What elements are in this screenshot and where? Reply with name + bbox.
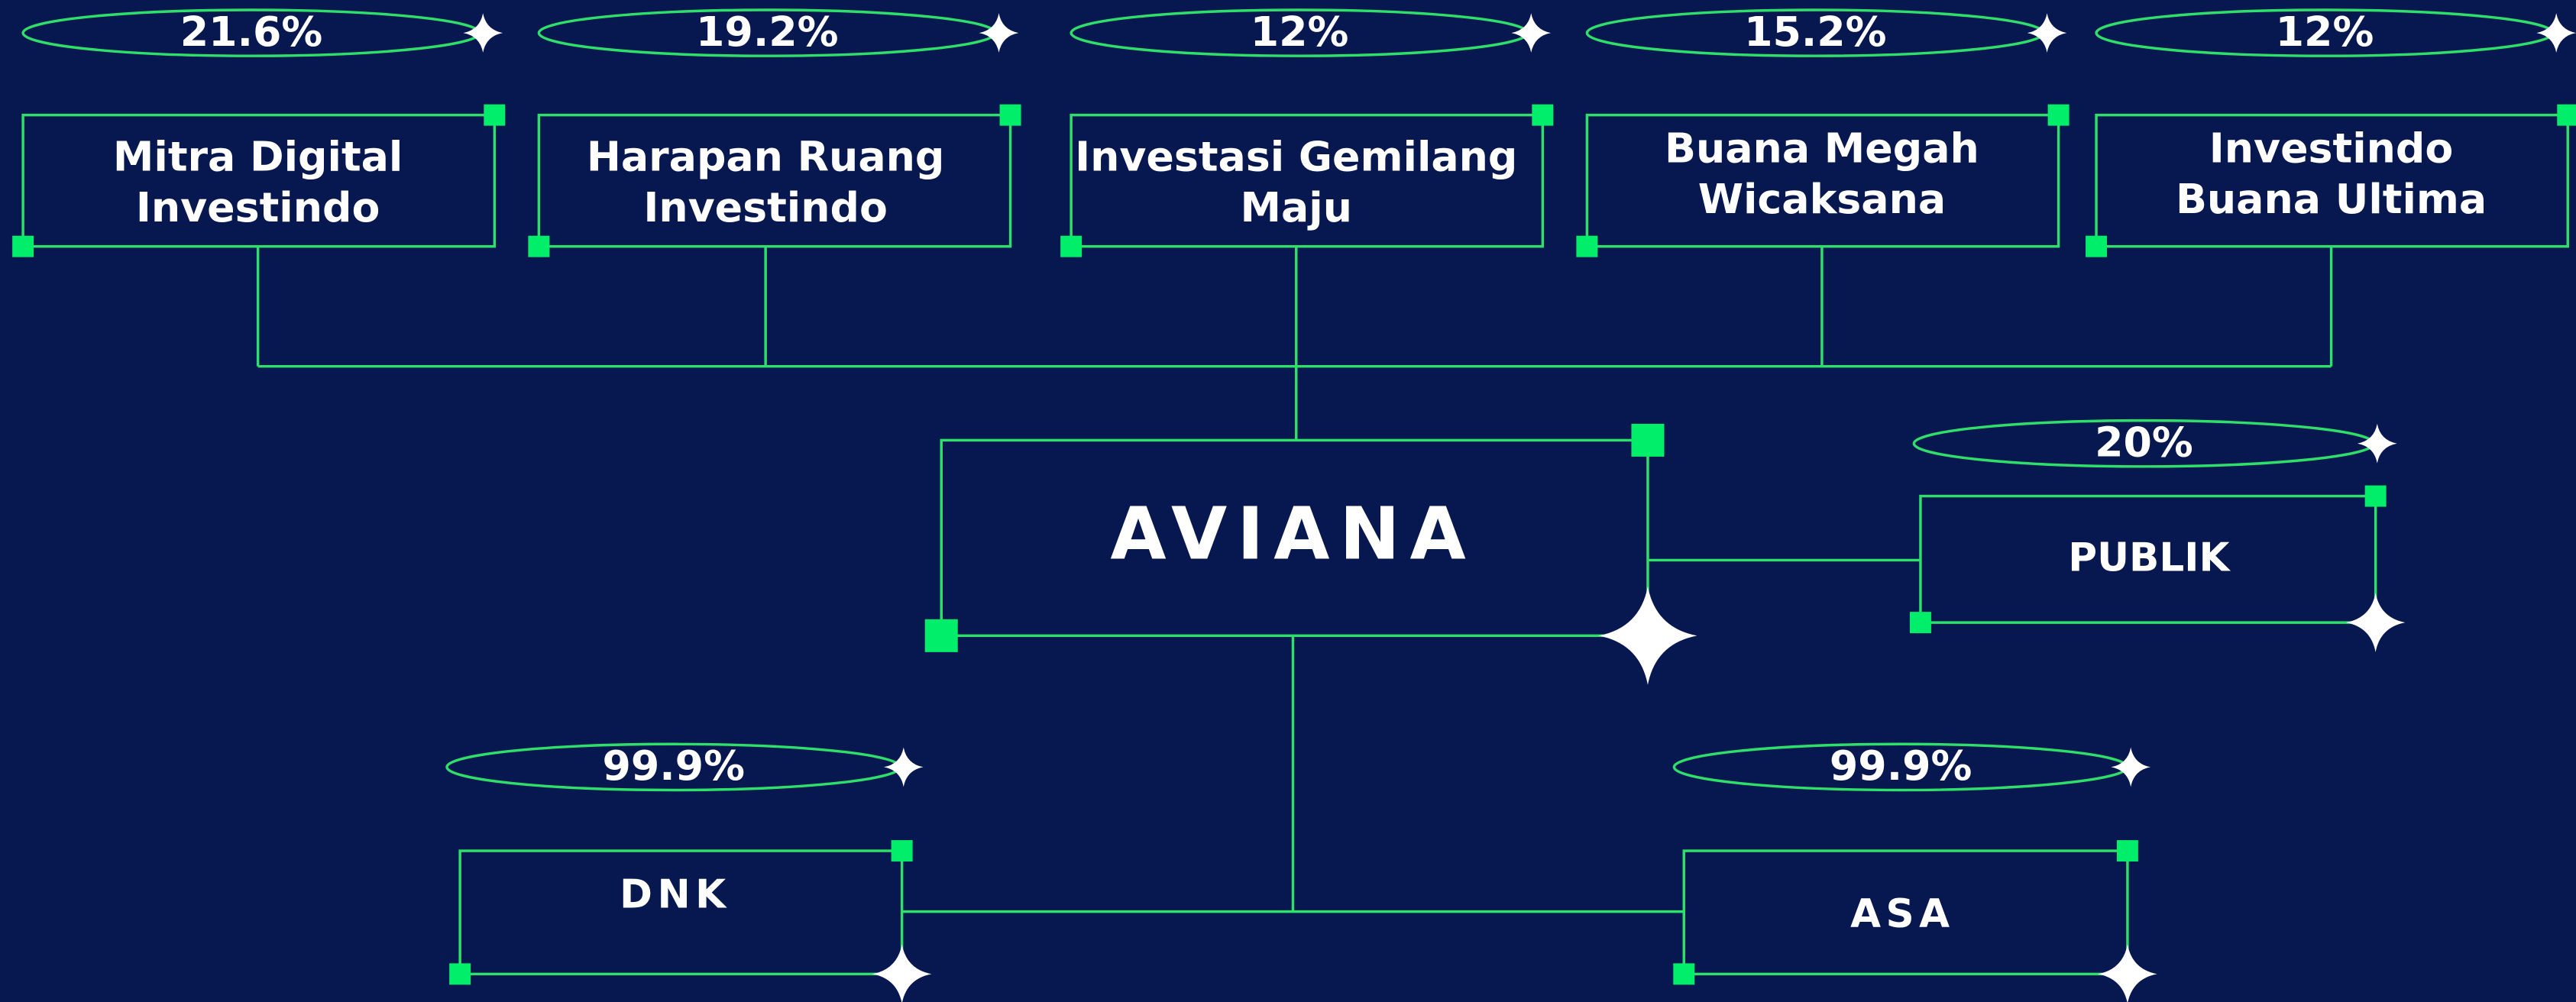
corner-square (1060, 235, 1083, 257)
sparkle (979, 13, 1019, 53)
corner-square (1909, 612, 1931, 634)
shareholder-name: Investindo (2209, 124, 2454, 173)
share-label: 21.6% (180, 8, 322, 56)
subsidiary-name: DNK (620, 871, 730, 917)
shareholder-name: Harapan Ruang (587, 132, 944, 180)
corner-square (2086, 235, 2108, 257)
entity-box (21, 113, 497, 248)
corner-square (2557, 104, 2576, 126)
shareholder-name: Wicaksana (1698, 175, 1946, 223)
entity-box (1919, 494, 2377, 624)
sparkle (883, 747, 924, 787)
corner-square (1532, 104, 1554, 126)
entity-box (2095, 113, 2569, 248)
share-label: 99.9% (1830, 742, 1972, 790)
company-name: AVIANA (1110, 492, 1475, 576)
shareholder-name: Investindo (136, 183, 380, 231)
corner-square (999, 104, 1021, 126)
corner-square (1673, 963, 1695, 985)
sparkle (2027, 13, 2067, 53)
sparkle (2111, 747, 2151, 787)
sparkle (872, 944, 932, 1002)
share-label: 12% (2276, 8, 2374, 56)
entity-box (458, 849, 904, 976)
shareholder-name: Maju (1241, 183, 1352, 231)
shareholder-name: Investindo (643, 183, 888, 231)
shareholder-name: Investasi Gemilang (1075, 132, 1517, 180)
corner-square (12, 235, 34, 257)
corner-square (1631, 423, 1665, 457)
corner-square (528, 235, 550, 257)
subsidiary-name: ASA (1850, 891, 1954, 937)
share-label: 12% (1251, 8, 1349, 56)
entity-box (1682, 849, 2129, 976)
sparkle (2345, 593, 2406, 652)
share-label: 19.2% (696, 8, 838, 56)
corner-square (484, 104, 506, 126)
corner-square (891, 840, 913, 862)
share-label: 15.2% (1744, 8, 1886, 56)
corner-square (924, 619, 958, 652)
corner-square (1576, 235, 1598, 257)
sparkle (463, 13, 503, 53)
sparkle (2536, 13, 2576, 53)
entity-box (1070, 113, 1545, 248)
share-label: 99.9% (602, 742, 744, 790)
share-label: 20% (2095, 419, 2193, 467)
entity-box (537, 113, 1012, 248)
sparkle (1598, 586, 1697, 685)
public-name: PUBLIK (2068, 535, 2231, 580)
corner-square (449, 963, 471, 985)
shareholder-name: Buana Megah (1665, 124, 1979, 173)
shareholder-name: Mitra Digital (113, 132, 403, 180)
entity-box (1585, 113, 2060, 248)
shareholder-name: Buana Ultima (2176, 175, 2487, 223)
sparkle (2357, 423, 2397, 464)
corner-square (2116, 840, 2138, 862)
sparkle (2098, 944, 2157, 1002)
corner-square (2364, 485, 2387, 507)
sparkle (1511, 13, 1552, 53)
corner-square (2047, 104, 2070, 126)
entity-box (940, 438, 1649, 638)
